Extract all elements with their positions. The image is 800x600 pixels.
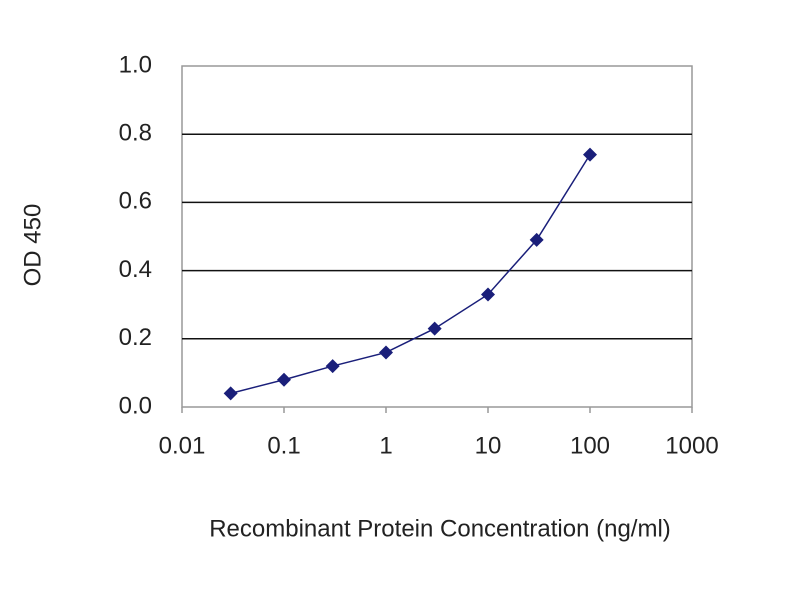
data-point [583, 147, 597, 162]
y-axis-label: OD 450 [19, 204, 46, 287]
data-point [379, 345, 393, 360]
data-point [481, 287, 495, 302]
data-point [277, 372, 291, 387]
x-tick-label: 0.01 [159, 432, 206, 459]
plot-frame [181, 65, 693, 408]
x-axis-label: Recombinant Protein Concentration (ng/ml… [209, 515, 671, 542]
y-tick-label: 0.4 [119, 256, 152, 283]
data-point [427, 321, 442, 336]
x-tick-label: 0.1 [267, 432, 300, 459]
data-point [325, 359, 340, 374]
y-tick-label: 0.2 [119, 324, 152, 351]
x-tick-label: 1000 [665, 432, 718, 459]
x-tick-label: 1 [379, 432, 392, 459]
y-tick-label: 0.6 [119, 188, 152, 215]
y-tick-label: 0.0 [119, 392, 152, 419]
data-point [223, 386, 238, 401]
data-point [529, 232, 544, 247]
data-line [230, 154, 591, 395]
y-tick-label: 0.8 [119, 120, 152, 147]
x-tick-label: 100 [570, 432, 610, 459]
x-tick-label: 10 [475, 432, 502, 459]
y-tick-label: 1.0 [119, 51, 152, 78]
